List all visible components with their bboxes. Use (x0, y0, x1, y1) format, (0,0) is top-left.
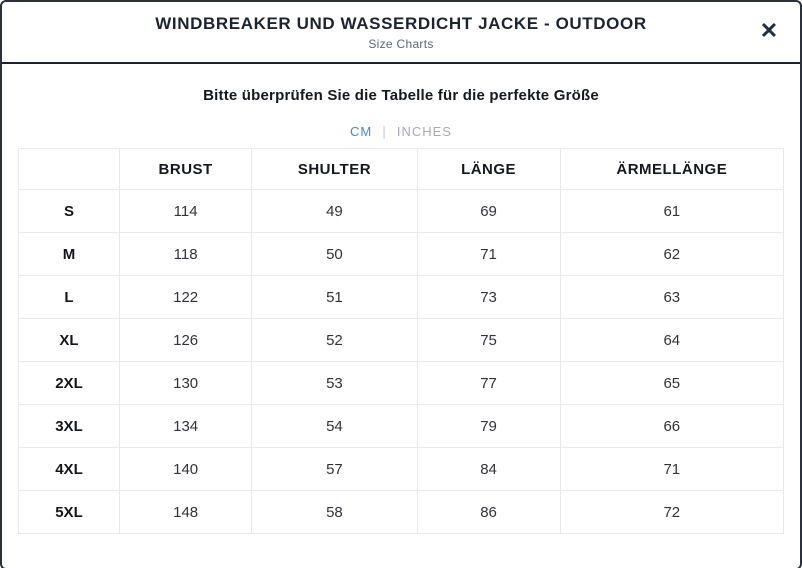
modal-header: WINDBREAKER UND WASSERDICHT JACKE - OUTD… (2, 2, 800, 64)
column-header-brust: BRUST (118, 148, 253, 190)
size-chart-table: BRUST SHULTER LÄNGE ÄRMELLÄNGE S 114 49 69 6… (18, 148, 785, 534)
measurement-cell: 126 (118, 318, 253, 362)
measurement-cell: 71 (416, 232, 561, 276)
modal-subtitle: Size Charts (368, 36, 434, 51)
size-chart-heading: Bitte überprüfen Sie die Tabelle für die… (203, 87, 599, 104)
measurement-cell: 63 (559, 275, 785, 319)
measurement-cell: 50 (251, 232, 418, 276)
measurement-cell: 130 (118, 361, 253, 405)
modal-body: Bitte überprüfen Sie die Tabelle für die… (2, 87, 800, 534)
measurement-cell: 62 (559, 232, 785, 276)
measurement-cell: 77 (416, 361, 561, 405)
table-body: S 114 49 69 61 M 118 50 71 62 L 122 51 73 63 XL 126 52 75 6… (18, 189, 785, 534)
table-header-row: BRUST SHULTER LÄNGE ÄRMELLÄNGE (18, 148, 785, 190)
measurement-cell: 53 (251, 361, 418, 405)
measurement-cell: 122 (118, 275, 253, 319)
table-row: L 122 51 73 63 (18, 275, 785, 319)
measurement-cell: 114 (118, 189, 253, 233)
size-label: 5XL (18, 490, 120, 534)
measurement-cell: 75 (416, 318, 561, 362)
measurement-cell: 69 (416, 189, 561, 233)
close-icon[interactable]: ✕ (754, 16, 784, 46)
measurement-cell: 86 (416, 490, 561, 534)
modal-title: WINDBREAKER UND WASSERDICHT JACKE - OUTD… (155, 13, 647, 33)
column-header-shulter: SHULTER (251, 148, 418, 190)
measurement-cell: 49 (251, 189, 418, 233)
table-row: 3XL 134 54 79 66 (18, 404, 785, 448)
measurement-cell: 73 (416, 275, 561, 319)
measurement-cell: 71 (559, 447, 785, 491)
size-label: M (18, 232, 120, 276)
table-row: S 114 49 69 61 (18, 189, 785, 233)
measurement-cell: 140 (118, 447, 253, 491)
measurement-cell: 57 (251, 447, 418, 491)
measurement-cell: 66 (559, 404, 785, 448)
tab-cm[interactable]: CM (350, 123, 373, 139)
measurement-cell: 58 (251, 490, 418, 534)
size-label: L (18, 275, 120, 319)
column-header-laenge: LÄNGE (416, 148, 561, 190)
tab-separator: | (382, 123, 387, 139)
measurement-cell: 72 (559, 490, 785, 534)
measurement-cell: 52 (251, 318, 418, 362)
size-label: S (18, 189, 120, 233)
size-label: 2XL (18, 361, 120, 405)
measurement-cell: 51 (251, 275, 418, 319)
size-label: XL (18, 318, 120, 362)
measurement-cell: 118 (118, 232, 253, 276)
measurement-cell: 84 (416, 447, 561, 491)
table-row: 5XL 148 58 86 72 (18, 490, 785, 534)
column-header-aermellaenge: ÄRMELLÄNGE (559, 148, 785, 190)
measurement-cell: 148 (118, 490, 253, 534)
tab-inches[interactable]: INCHES (396, 123, 452, 139)
measurement-cell: 134 (118, 404, 253, 448)
table-row: 2XL 130 53 77 65 (18, 361, 785, 405)
table-row: XL 126 52 75 64 (18, 318, 785, 362)
size-label: 4XL (18, 447, 120, 491)
table-row: M 118 50 71 62 (18, 232, 785, 276)
measurement-cell: 61 (559, 189, 785, 233)
measurement-cell: 54 (251, 404, 418, 448)
measurement-cell: 65 (559, 361, 785, 405)
unit-toggle: CM | INCHES (18, 123, 784, 139)
measurement-cell: 79 (416, 404, 561, 448)
column-header-size (18, 148, 120, 190)
size-label: 3XL (18, 404, 120, 448)
measurement-cell: 64 (559, 318, 785, 362)
table-row: 4XL 140 57 84 71 (18, 447, 785, 491)
